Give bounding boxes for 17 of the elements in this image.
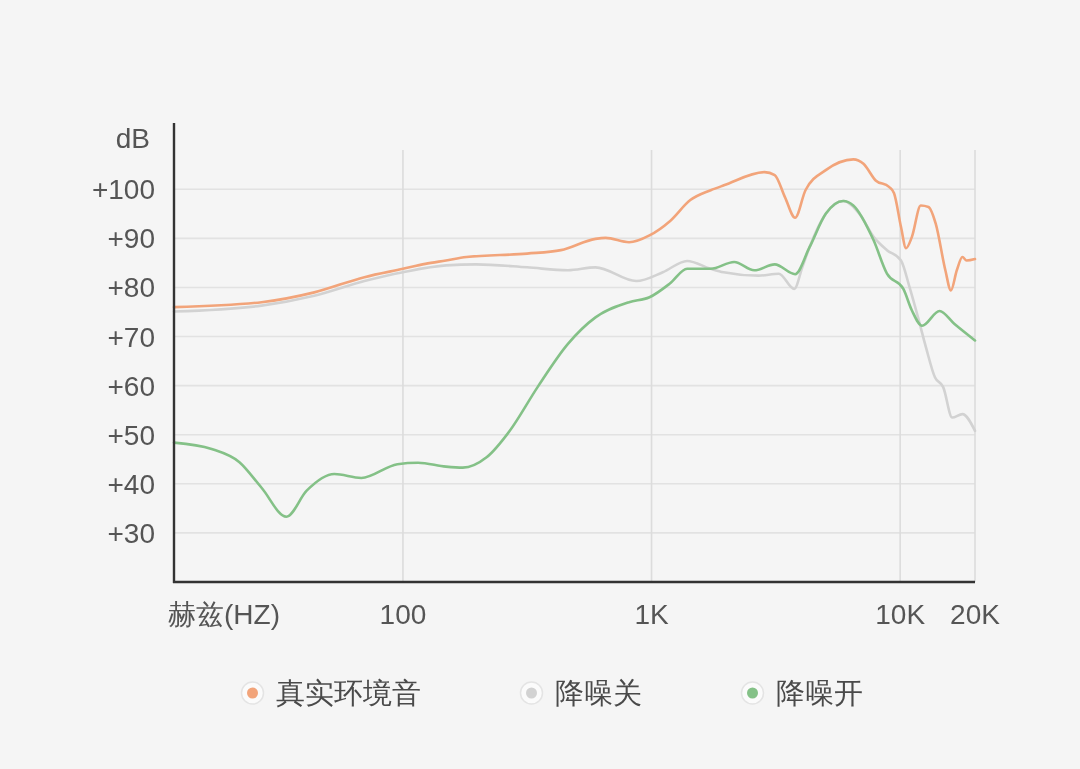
x-axis-title: 赫兹(HZ) [168, 598, 280, 630]
y-tick-label: +90 [107, 222, 155, 254]
x-tick-label: 100 [379, 598, 427, 630]
y-tick-label: +30 [107, 517, 155, 549]
x-tick-label: 20K [950, 598, 1001, 630]
y-tick-label: +100 [91, 173, 155, 205]
y-axis-title: dB [115, 122, 150, 154]
y-tick-label: +80 [107, 271, 155, 303]
x-tick-label: 1K [634, 598, 669, 630]
y-tick-label: +40 [107, 468, 155, 500]
legend-label: 降噪开 [775, 677, 863, 709]
y-tick-label: +70 [107, 321, 155, 353]
legend-label: 真实环境音 [275, 677, 421, 709]
y-tick-label: +60 [107, 370, 155, 402]
legend-label: 降噪关 [554, 677, 642, 709]
y-tick-label: +50 [107, 419, 155, 451]
x-tick-label: 10K [875, 598, 926, 630]
